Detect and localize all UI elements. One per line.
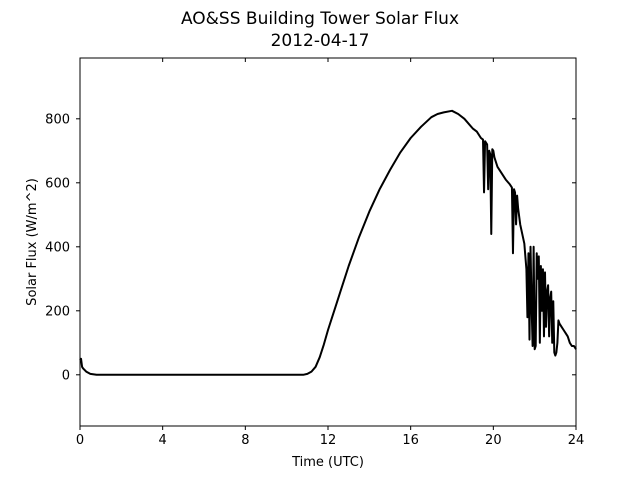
y-tick-label: 400 <box>45 240 70 255</box>
y-tick-label: 600 <box>45 176 70 191</box>
y-tick-label: 200 <box>45 304 70 319</box>
chart-title: AO&SS Building Tower Solar Flux <box>181 9 459 29</box>
x-tick-label: 16 <box>402 433 419 448</box>
y-axis-label: Solar Flux (W/m^2) <box>25 178 40 306</box>
x-axis-ticks: 0 4 8 12 16 20 24 <box>76 58 584 448</box>
x-axis-label: Time (UTC) <box>291 455 364 470</box>
y-tick-label: 800 <box>45 112 70 127</box>
x-tick-label: 24 <box>568 433 585 448</box>
y-tick-label: 0 <box>62 368 70 383</box>
x-tick-label: 0 <box>76 433 84 448</box>
series-line-group <box>79 109 577 376</box>
plot-frame <box>79 57 577 427</box>
y-axis-ticks: 0 200 400 600 800 <box>45 112 576 383</box>
x-tick-label: 8 <box>241 433 249 448</box>
x-tick-label: 12 <box>320 433 337 448</box>
x-tick-label: 4 <box>159 433 167 448</box>
chart-subtitle: 2012-04-17 <box>271 31 370 51</box>
series-line-0 <box>79 109 577 376</box>
x-tick-label: 20 <box>485 433 502 448</box>
